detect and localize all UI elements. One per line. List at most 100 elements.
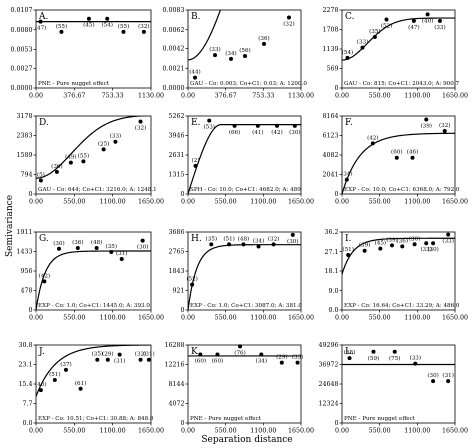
point-count-label: (54): [101, 22, 112, 29]
plot-frame: [187, 9, 302, 89]
data-point: [38, 19, 43, 24]
data-point: [290, 232, 295, 237]
model-curve: [342, 132, 455, 194]
data-point: [412, 242, 417, 247]
data-point: [57, 246, 61, 251]
x-tick-label: 1130.00: [138, 93, 164, 100]
y-tick-label: 30.8: [18, 342, 32, 349]
data-point: [52, 377, 57, 382]
data-point: [119, 256, 124, 261]
y-tick-label: 0.0107: [10, 7, 32, 14]
x-tick-label: 1650.00: [138, 428, 164, 435]
y-tick-label: 794: [20, 172, 32, 179]
point-count-label: (76): [234, 349, 245, 356]
point-count-label: (55): [118, 23, 129, 30]
y-tick-label: 0: [334, 85, 338, 92]
panel-h: 0.00 550.00 1100.00 1650.00 0 921 1843 2765 3686…: [168, 229, 314, 321]
point-count-label: (34): [256, 358, 267, 365]
x-tick-label: 1650.00: [138, 315, 164, 322]
point-count-label: (47): [35, 25, 46, 32]
x-axis-title: Separation distance: [201, 435, 292, 445]
point-count-label: (60): [391, 149, 402, 156]
point-count-label: (36): [397, 237, 408, 244]
data-point: [105, 16, 110, 21]
point-count-label: (68): [344, 349, 355, 356]
data-point: [259, 352, 264, 357]
y-tick-label: 2041: [322, 172, 338, 179]
x-tick-label: 550.00: [215, 199, 237, 206]
y-tick-label: 1708: [322, 27, 338, 34]
point-count-label: (33): [209, 46, 220, 53]
model-parameters: GAU - Co: 815; Co+C1: 2043.0; A: 900.7: [344, 81, 460, 87]
y-tick-label: 9.0: [328, 288, 338, 295]
y-tick-label: 0.0000: [162, 85, 184, 92]
panel-l: 0.00 550.00 1100.00 1650.00 0 12324 24648 36972…: [318, 342, 468, 434]
data-point: [442, 128, 447, 133]
data-point: [213, 53, 217, 58]
x-tick-label: 0.00: [181, 428, 195, 435]
x-tick-label: 0.00: [335, 93, 349, 100]
point-count-label: (42): [367, 134, 378, 141]
data-point: [138, 119, 143, 124]
point-count-label: (41): [252, 129, 263, 136]
model-curve: [36, 250, 151, 310]
panel-letter: B.: [191, 12, 201, 22]
data-point: [109, 250, 114, 255]
data-point: [59, 29, 64, 34]
data-point: [424, 117, 429, 122]
panel-d: 0.00 550.00 1100.00 1650.00 0 794 1589 2383 3178…: [16, 113, 164, 205]
y-tick-label: 8164: [322, 113, 338, 120]
point-count-label: (39): [420, 122, 431, 129]
y-tick-label: 1139: [322, 46, 338, 53]
point-count-label: (30): [409, 235, 420, 242]
data-point: [63, 367, 68, 372]
data-point: [424, 241, 429, 246]
data-point: [215, 352, 220, 357]
y-tick-label: 0.0: [22, 420, 32, 427]
data-point: [425, 12, 430, 17]
y-tick-label: 0.0000: [10, 85, 32, 92]
panel-c: 0.00 550.00 1100.00 1650.00 0 569 1139 1708 2278…: [322, 7, 468, 99]
y-tick-label: 0: [180, 191, 184, 198]
data-point: [193, 75, 197, 80]
data-point: [229, 56, 233, 61]
x-tick-label: 0.00: [181, 315, 195, 322]
y-tick-label: 27.1: [324, 249, 338, 256]
point-count-label: (42): [271, 129, 282, 136]
point-count-label: (48): [91, 239, 102, 246]
panel-letter: G.: [39, 234, 49, 244]
x-tick-label: 0.00: [181, 93, 195, 100]
point-count-label: (61): [75, 380, 86, 387]
y-axis-title: Semivariance: [5, 195, 15, 257]
y-tick-label: 0.0027: [10, 66, 32, 73]
y-tick-label: 0: [180, 307, 184, 314]
data-point: [347, 356, 352, 361]
y-tick-label: 0.0042: [162, 46, 184, 53]
panel-k: 0.00 550.00 1100.00 1650.00 0 4072 8144 12216 16…: [164, 342, 314, 434]
data-point: [121, 29, 126, 34]
x-tick-label: 1650.00: [138, 199, 164, 206]
point-count-label: (31): [116, 250, 127, 257]
y-tick-label: 1843: [168, 268, 184, 275]
data-point: [193, 163, 198, 168]
y-tick-label: 0.0021: [162, 65, 184, 72]
model-parameters: GAU - Co: 644; Co+C1: 3216.0; A: 1248.1: [38, 187, 157, 193]
x-tick-label: 550.00: [215, 315, 237, 322]
x-tick-label: 550.00: [63, 199, 85, 206]
data-point: [232, 123, 237, 128]
point-count-label: (32): [135, 125, 146, 132]
point-count-label: (32): [283, 21, 294, 28]
data-point: [360, 45, 365, 50]
model-parameters: EXP - Co: 16.64; Co+C1: 33.29; A: 486.0: [344, 303, 460, 309]
x-tick-label: 376.67: [63, 93, 85, 100]
point-count-label: (34): [341, 171, 352, 178]
point-count-label: (49): [65, 154, 76, 161]
data-point: [243, 54, 247, 59]
panel-f: 0.00 550.00 1100.00 1650.00 0 2041 4082 6123 816…: [322, 113, 468, 205]
point-count-label: (33): [110, 133, 121, 140]
point-count-label: (75): [389, 355, 400, 362]
data-point: [198, 352, 203, 357]
y-tick-label: 0.0083: [162, 7, 184, 14]
point-count-label: (31): [442, 372, 453, 379]
